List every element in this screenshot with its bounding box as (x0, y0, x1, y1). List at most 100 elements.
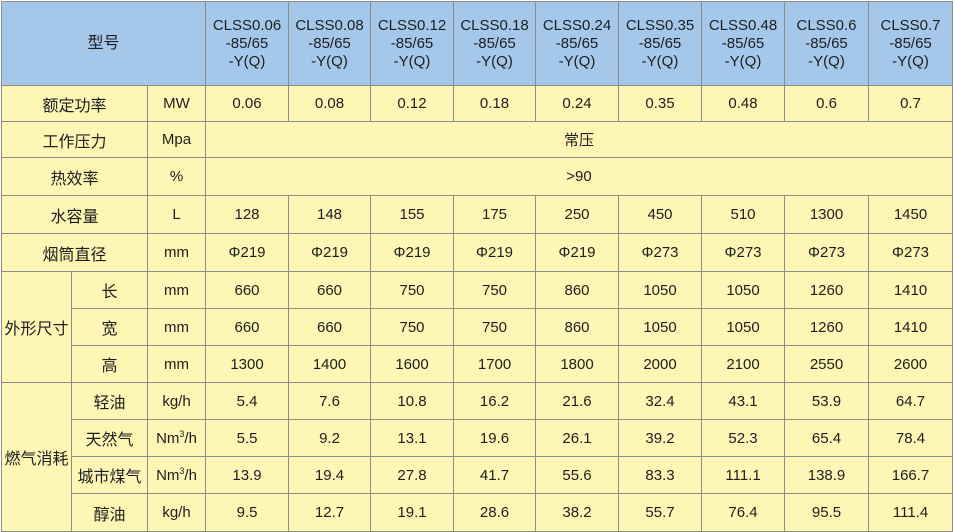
row-pressure: 工作压力 Mpa 常压 (1, 121, 954, 158)
value-cell: 5.4 (205, 382, 290, 420)
value-cell: 1260 (784, 271, 870, 309)
model-line2: -85/65 (721, 34, 765, 52)
value-cell: 111.4 (868, 493, 954, 532)
value-cell: 1410 (868, 308, 954, 346)
sub-label: 天然气 (71, 419, 148, 457)
sub-label: 长 (71, 271, 148, 309)
value-cell: 28.6 (453, 493, 537, 532)
value-cell: 21.6 (535, 382, 620, 420)
value-cell: 1410 (868, 271, 954, 309)
unit-cell: mm (146, 271, 207, 309)
value-cell: 0.12 (370, 85, 455, 122)
value-cell: Φ219 (453, 233, 537, 272)
row-label: 工作压力 (1, 121, 148, 158)
value-cell: 1050 (618, 308, 703, 346)
value-cell: Φ273 (701, 233, 786, 272)
unit-cell: Mpa (146, 121, 207, 158)
row-dim-height: 高 mm 1300 1400 1600 1700 1800 2000 2100 … (2, 345, 954, 383)
value-cell: Φ219 (370, 233, 455, 272)
value-cell: 1260 (784, 308, 870, 346)
value-cell: 65.4 (784, 419, 870, 457)
value-cell: 1800 (535, 345, 620, 383)
model-line3: -Y(Q) (558, 52, 596, 70)
model-header-cell: CLSS0.08 -85/65 -Y(Q) (288, 1, 372, 86)
model-line1: CLSS0.7 (880, 16, 941, 34)
header-row: 型号 CLSS0.06 -85/65 -Y(Q) CLSS0.08 -85/65 -Y(… (0, 1, 954, 86)
value-cell: 1700 (453, 345, 537, 383)
value-cell: 2100 (701, 345, 786, 383)
model-line2: -85/65 (308, 34, 351, 52)
value-cell: 12.7 (288, 493, 372, 532)
unit-superscript: 3 (179, 465, 185, 476)
sub-label: 宽 (71, 308, 148, 346)
value-cell: 450 (618, 195, 703, 234)
value-cell: 510 (701, 195, 786, 234)
value-cell: 83.3 (618, 456, 703, 494)
value-cell: 19.4 (288, 456, 372, 494)
model-line3: -Y(Q) (476, 52, 513, 70)
row-dim-length: 外形尺寸 长 mm 660 660 750 750 860 1050 1050 … (1, 271, 954, 383)
value-cell: 860 (535, 308, 620, 346)
model-line1: CLSS0.6 (796, 16, 857, 34)
row-fuel-city-gas: 城市煤气 Nm3/h 13.9 19.4 27.8 41.7 55.6 83.3… (2, 456, 954, 494)
model-line2: -85/65 (473, 34, 516, 52)
value-cell: 0.18 (453, 85, 537, 122)
value-cell: 7.6 (288, 382, 372, 420)
value-cell: 660 (288, 308, 372, 346)
value-cell: 10.8 (370, 382, 455, 420)
merged-value-cell: >90 (205, 157, 954, 196)
value-cell: 5.5 (205, 419, 290, 457)
value-cell: Φ219 (205, 233, 290, 272)
sub-label: 城市煤气 (71, 456, 148, 494)
merged-value-cell: 常压 (205, 121, 954, 158)
model-line2: -85/65 (805, 34, 848, 52)
value-cell: Φ273 (868, 233, 954, 272)
unit-base: Nm (156, 429, 180, 447)
row-label: 额定功率 (1, 85, 148, 122)
value-cell: 64.7 (868, 382, 954, 420)
value-cell: 16.2 (453, 382, 537, 420)
value-cell: 1300 (205, 345, 290, 383)
model-header-cell: CLSS0.48 -85/65 -Y(Q) (701, 1, 786, 86)
value-cell: 128 (205, 195, 290, 234)
model-line1: CLSS0.08 (295, 16, 364, 34)
value-cell: 1400 (288, 345, 372, 383)
model-line3: -Y(Q) (724, 52, 762, 70)
value-cell: 2550 (784, 345, 870, 383)
model-line1: CLSS0.35 (625, 16, 695, 34)
value-cell: 2000 (618, 345, 703, 383)
model-line2: -85/65 (390, 34, 434, 52)
row-fuel-natural-gas: 天然气 Nm3/h 5.5 9.2 13.1 19.6 26.1 39.2 52… (2, 419, 954, 457)
model-line1: CLSS0.12 (377, 16, 447, 34)
model-header-cell: CLSS0.35 -85/65 -Y(Q) (618, 1, 703, 86)
value-cell: 1300 (784, 195, 870, 234)
model-line3: -Y(Q) (808, 52, 845, 70)
model-header-cell: CLSS0.24 -85/65 -Y(Q) (535, 1, 620, 86)
model-line2: -85/65 (225, 34, 269, 52)
model-line1: CLSS0.18 (460, 16, 529, 34)
value-cell: 19.1 (370, 493, 455, 532)
value-cell: 0.35 (618, 85, 703, 122)
row-fuel-alcohol-oil: 醇油 kg/h 9.5 12.7 19.1 28.6 38.2 55.7 76.… (2, 493, 954, 532)
row-power: 额定功率 MW 0.06 0.08 0.12 0.18 0.24 0.35 0.… (1, 85, 954, 122)
sub-label: 醇油 (71, 493, 148, 532)
value-cell: 13.9 (205, 456, 290, 494)
unit-cell: L (146, 195, 207, 234)
unit-tail: /h (184, 429, 197, 447)
value-cell: 0.24 (535, 85, 620, 122)
row-label: 烟筒直径 (1, 233, 148, 272)
value-cell: Φ273 (784, 233, 870, 272)
value-cell: 1050 (701, 308, 786, 346)
value-cell: 52.3 (701, 419, 786, 457)
unit-cell: mm (146, 233, 207, 272)
value-cell: 0.6 (784, 85, 870, 122)
unit-cell: kg/h (146, 382, 207, 420)
value-cell: 78.4 (868, 419, 954, 457)
row-chimney: 烟筒直径 mm Φ219 Φ219 Φ219 Φ219 Φ219 Φ273 Φ2… (1, 233, 954, 272)
row-water: 水容量 L 128 148 155 175 250 450 510 1300 1… (1, 195, 954, 234)
value-cell: 1600 (370, 345, 455, 383)
model-line3: -Y(Q) (641, 52, 679, 70)
value-cell: 750 (453, 271, 537, 309)
value-cell: 660 (205, 308, 290, 346)
